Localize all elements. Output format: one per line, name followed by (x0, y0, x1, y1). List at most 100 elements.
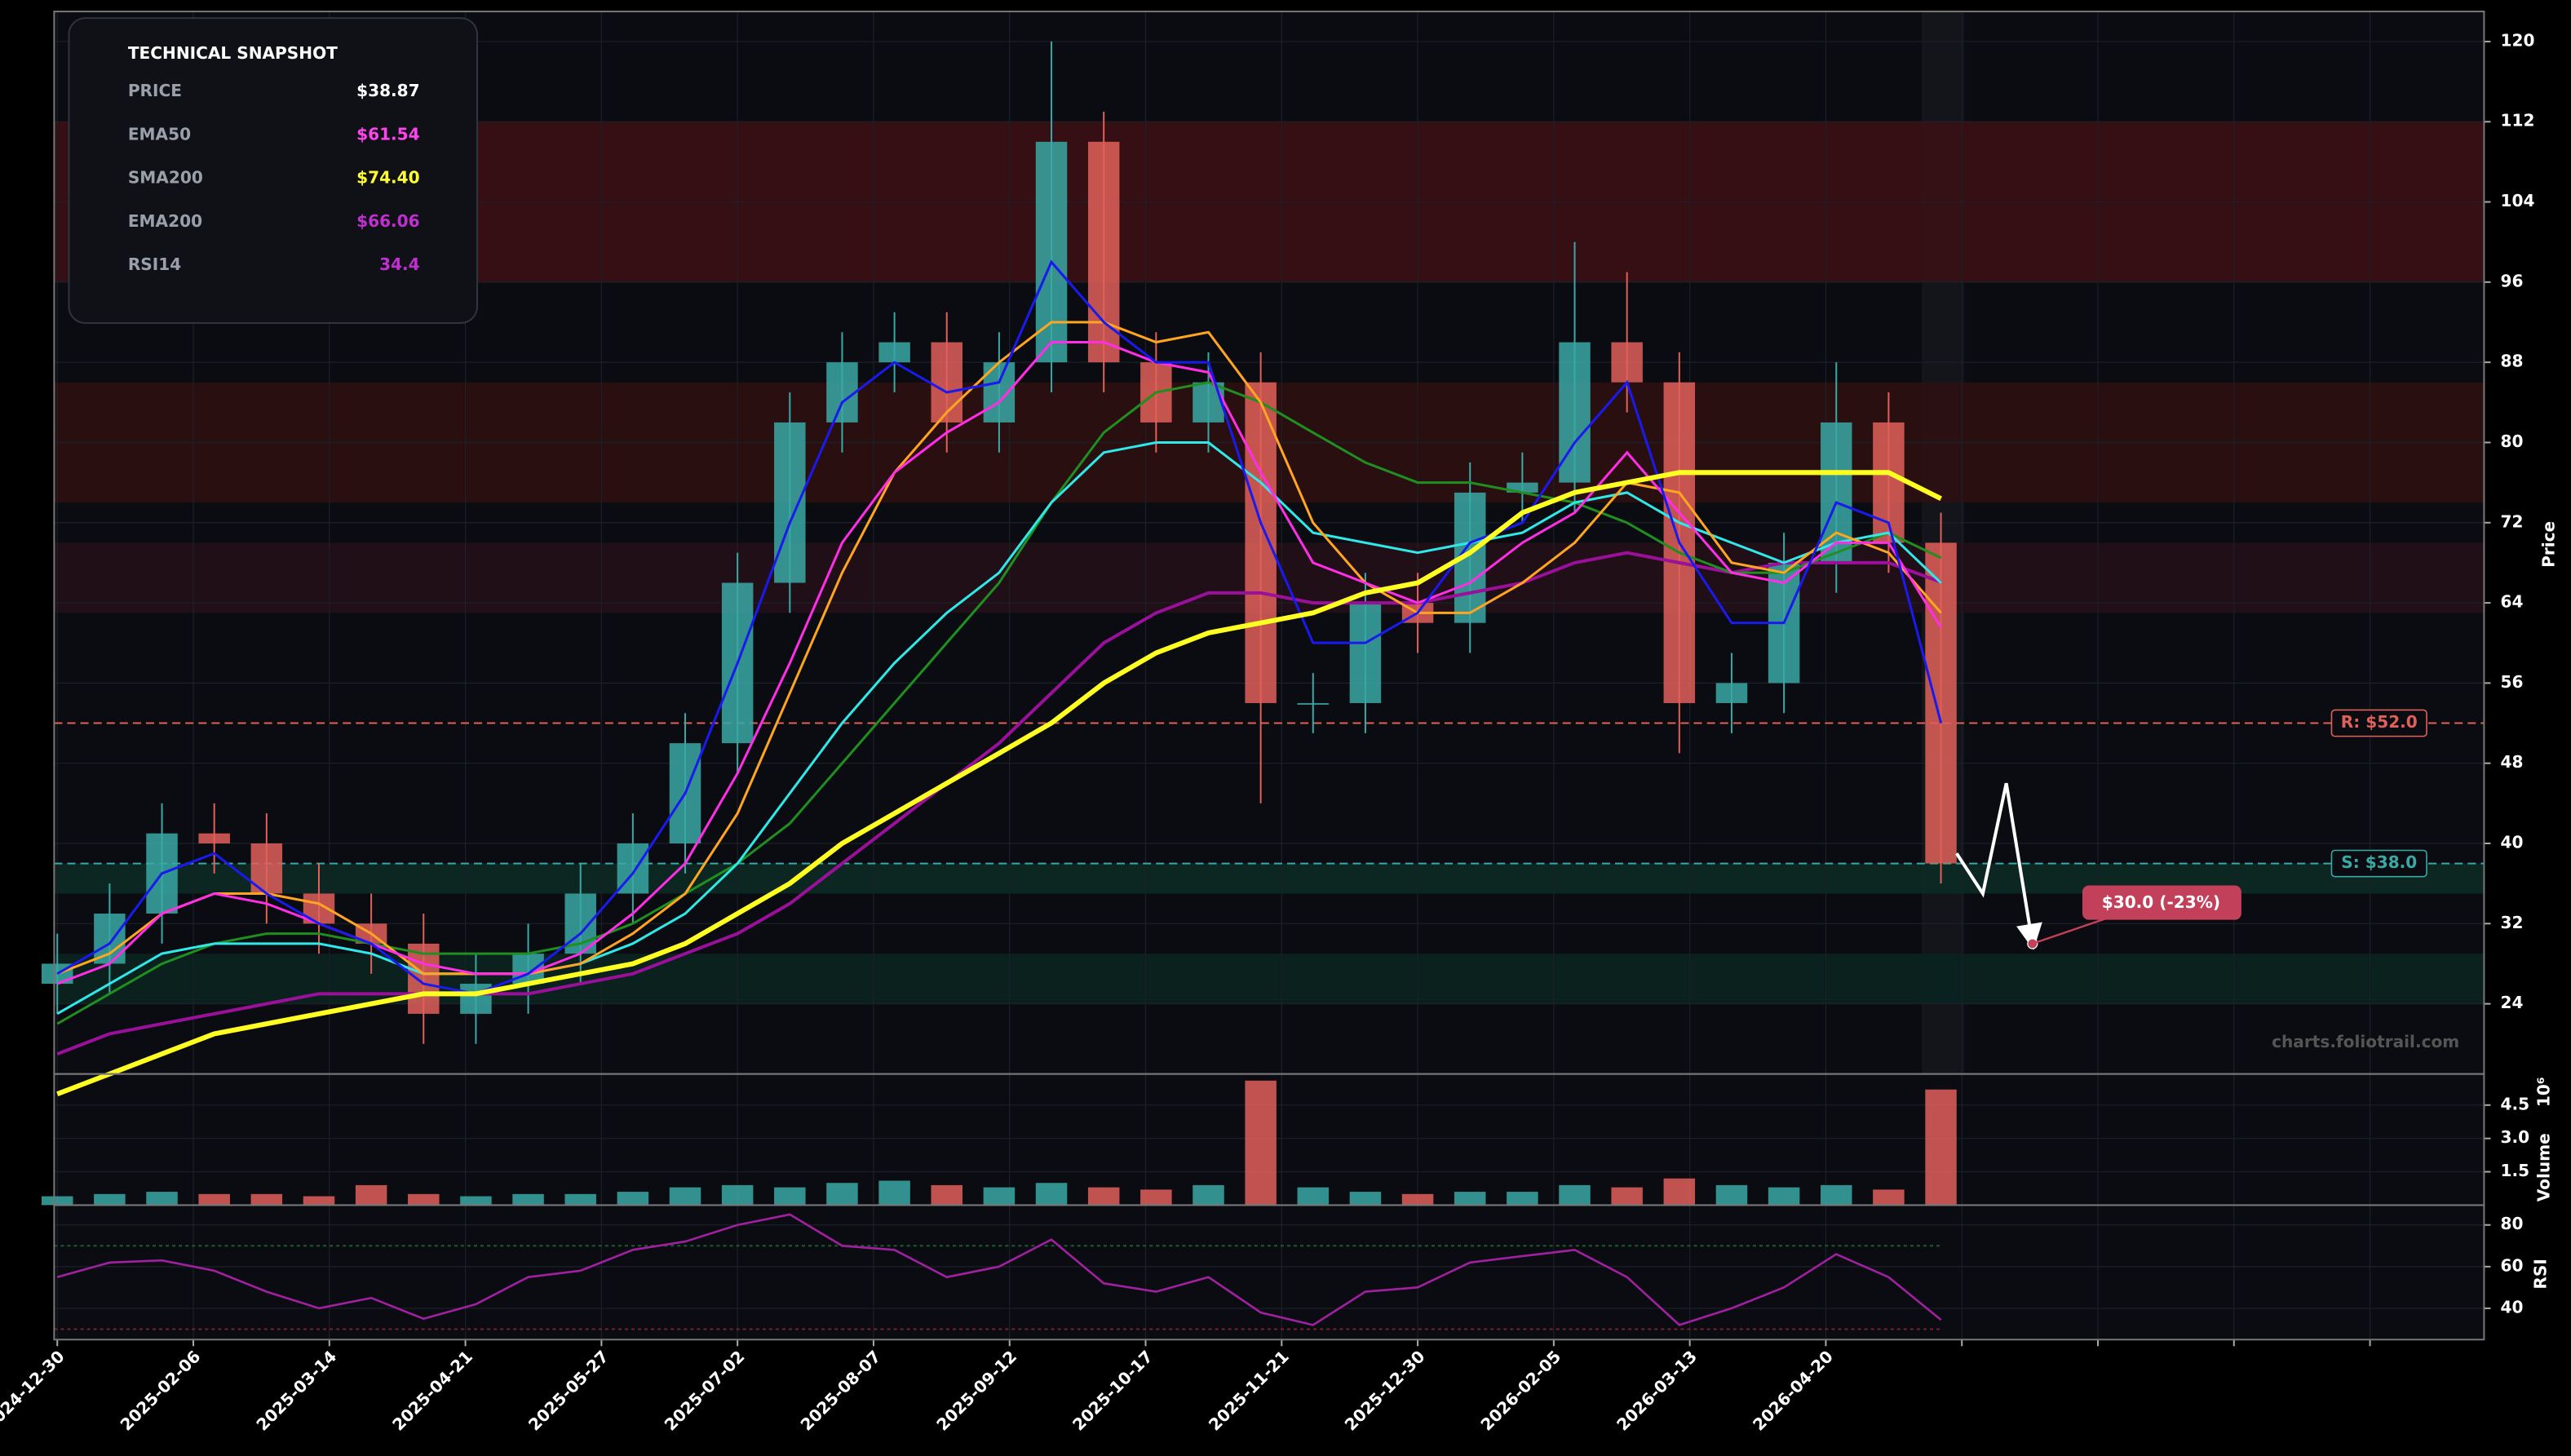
volume-bar (1140, 1189, 1172, 1206)
volume-bar (1559, 1184, 1591, 1206)
y-tick-label: 32 (2501, 913, 2524, 932)
volume-bar (1193, 1184, 1224, 1206)
candle-body (1245, 382, 1277, 703)
y-tick-label: 4.5 (2501, 1094, 2530, 1113)
snapshot-label: EMA50 (128, 124, 191, 144)
snapshot-value: $66.06 (356, 211, 420, 231)
level-box (2330, 849, 2427, 878)
y-tick-label: 112 (2501, 111, 2535, 131)
volume-bar (1297, 1187, 1330, 1206)
volume-bar (512, 1193, 544, 1206)
volume-bar (1035, 1183, 1068, 1206)
snapshot-value: $38.87 (356, 81, 420, 100)
forecast-leader (2032, 917, 2108, 945)
volume-bar (931, 1184, 962, 1206)
volume-bar (1663, 1178, 1696, 1206)
volume-bar (198, 1193, 230, 1206)
snapshot-label: EMA200 (128, 211, 202, 231)
snapshot-label: RSI14 (128, 254, 181, 274)
volume-bar (1715, 1184, 1748, 1206)
y-axis-title: Price (2538, 521, 2558, 568)
y-tick-label: 60 (2501, 1255, 2524, 1275)
snapshot-value: 34.4 (379, 254, 420, 274)
axis-offset: 10⁶ (2533, 1077, 2553, 1107)
candle-body (1193, 382, 1224, 423)
volume-bar (1349, 1192, 1382, 1206)
watermark: charts.foliotrail.com (2272, 1032, 2459, 1051)
volume-bar (408, 1193, 440, 1206)
volume-bar (1611, 1187, 1643, 1206)
candle-body (826, 362, 858, 423)
y-tick-label: 48 (2501, 752, 2524, 772)
y-axis-title: RSI (2530, 1259, 2550, 1289)
snapshot-label: SMA200 (128, 168, 203, 188)
snapshot-title: TECHNICAL SNAPSHOT (128, 43, 338, 63)
volume-bar (146, 1192, 178, 1206)
candle-body (1297, 702, 1330, 705)
volume-bar (878, 1180, 910, 1206)
y-tick-label: 96 (2501, 271, 2524, 290)
level-box (2330, 709, 2427, 737)
forecast-line (1955, 782, 2042, 950)
y-tick-label: 88 (2501, 352, 2524, 371)
forecast-box (2082, 885, 2241, 920)
ma-line (56, 441, 1942, 1016)
y-tick-label: 3.0 (2501, 1127, 2530, 1147)
ma-line (56, 551, 1942, 1055)
panel-border (53, 1204, 2485, 1341)
y-tick-label: 1.5 (2501, 1161, 2530, 1180)
candle-body (1611, 342, 1643, 383)
price-zone (54, 863, 2485, 894)
volume-bar (1401, 1193, 1434, 1206)
y-tick-label: 40 (2501, 1297, 2524, 1317)
volume-bar (94, 1193, 126, 1206)
y-tick-label: 80 (2501, 431, 2524, 451)
volume-bar (1873, 1189, 1905, 1206)
snapshot-value: $61.54 (356, 124, 420, 144)
candle-body (198, 833, 230, 844)
y-tick-label: 24 (2501, 993, 2524, 1012)
volume-bar (983, 1187, 1016, 1206)
volume-bar (1507, 1192, 1538, 1206)
volume-bar (1925, 1089, 1957, 1206)
volume-bar (826, 1183, 858, 1206)
forecast-label: $30.0 (-23%) (2102, 892, 2220, 912)
volume-bar (774, 1187, 806, 1206)
y-tick-label: 80 (2501, 1214, 2524, 1233)
volume-bar (1454, 1192, 1486, 1206)
volume-bar (303, 1196, 335, 1206)
y-tick-label: 56 (2501, 672, 2524, 692)
candle-body (878, 342, 910, 363)
volume-bar (1821, 1184, 1852, 1206)
volume-bar (617, 1192, 649, 1206)
volume-bar (669, 1187, 701, 1206)
volume-bar (355, 1184, 387, 1206)
y-tick-label: 64 (2501, 592, 2524, 612)
candle-body (408, 943, 440, 1014)
volume-bar (1768, 1187, 1800, 1206)
snapshot-panel (68, 17, 479, 325)
y-tick-label: 104 (2501, 191, 2535, 210)
candle-body (1715, 683, 1748, 703)
volume-bar (564, 1193, 596, 1206)
volume-bar (41, 1196, 73, 1206)
volume-bar (1245, 1080, 1277, 1206)
rsi-line (56, 1213, 1942, 1326)
y-tick-label: 120 (2501, 30, 2535, 50)
snapshot-value: $74.40 (356, 168, 420, 188)
y-tick-label: 40 (2501, 833, 2524, 852)
candle-body (1035, 141, 1068, 363)
ma-line (56, 470, 1942, 1096)
volume-bar (1087, 1187, 1120, 1206)
snapshot-label: PRICE (128, 81, 182, 100)
ma-line (56, 259, 1943, 995)
candle-body (1349, 603, 1382, 703)
y-tick-label: 72 (2501, 511, 2524, 531)
candle-body (94, 914, 126, 964)
volume-bar (460, 1196, 492, 1206)
y-axis-title: Volume (2533, 1133, 2553, 1202)
candle-body (1925, 542, 1957, 864)
candle-body (931, 342, 962, 423)
